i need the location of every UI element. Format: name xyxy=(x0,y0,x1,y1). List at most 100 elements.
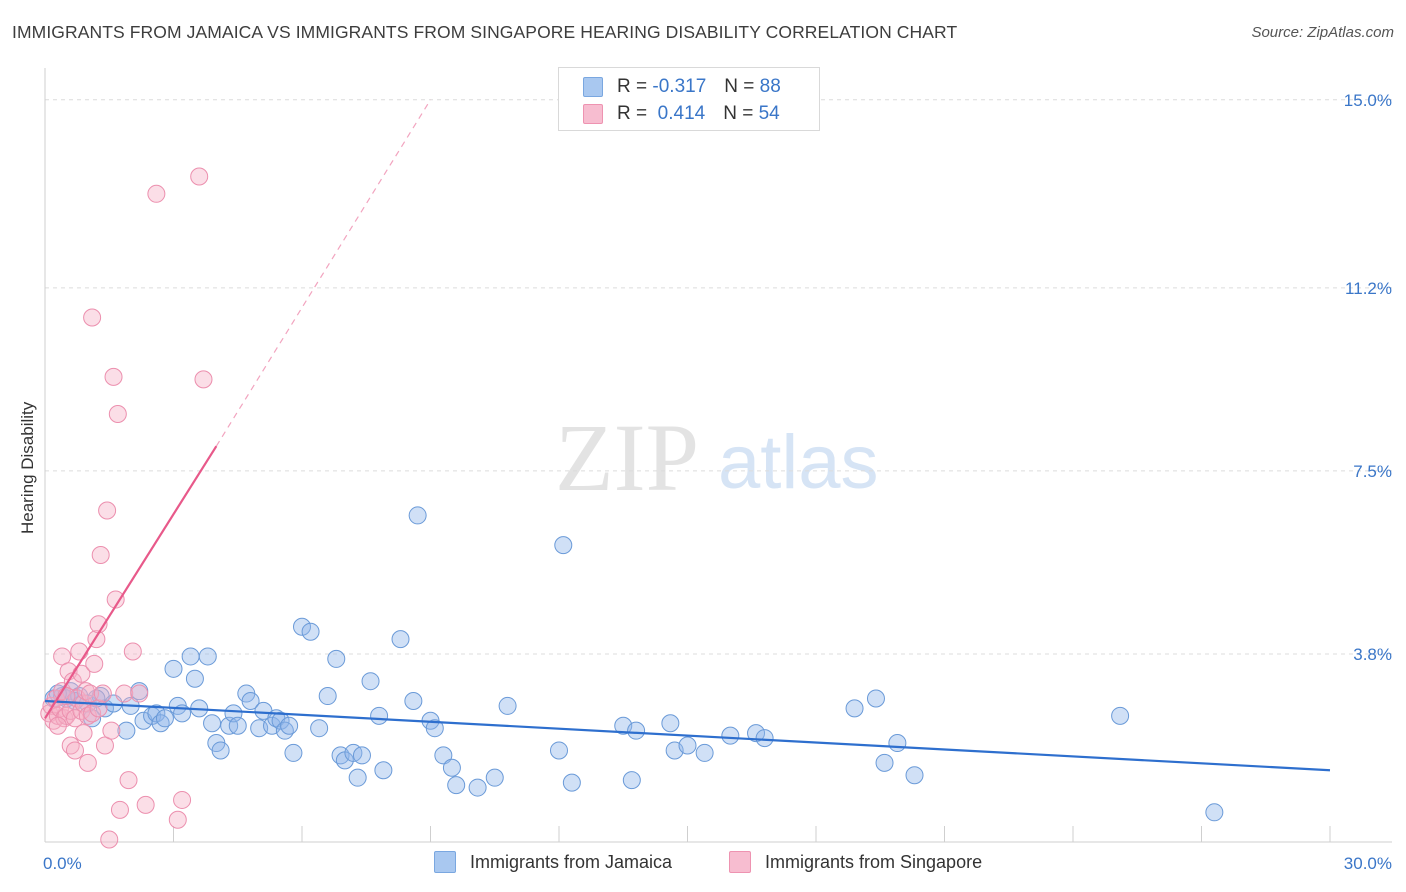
point-jamaica xyxy=(1111,706,1130,725)
n-label: N = xyxy=(723,103,754,124)
point-jamaica xyxy=(280,716,299,735)
point-singapore xyxy=(119,771,138,790)
y-tick-label: 11.2% xyxy=(1345,279,1392,298)
point-singapore xyxy=(173,790,192,809)
point-singapore xyxy=(115,684,134,703)
y-tick-label: 3.8% xyxy=(1353,645,1392,664)
point-singapore xyxy=(147,184,166,203)
point-jamaica xyxy=(468,778,487,797)
point-jamaica xyxy=(747,724,766,743)
gridlines xyxy=(45,99,1392,655)
r-value-jamaica: -0.317 xyxy=(652,76,707,97)
point-jamaica xyxy=(352,746,371,765)
series-singapore-points xyxy=(40,167,213,849)
point-jamaica xyxy=(622,771,641,790)
r-label: R = xyxy=(617,103,648,124)
chart-title: IMMIGRANTS FROM JAMAICA VS IMMIGRANTS FR… xyxy=(12,22,958,42)
point-singapore xyxy=(91,546,110,565)
legend-item-jamaica[interactable]: Immigrants from Jamaica xyxy=(434,851,672,873)
point-jamaica xyxy=(627,721,646,740)
point-singapore xyxy=(136,795,155,814)
series-jamaica-points xyxy=(44,506,1224,822)
n-label: N = xyxy=(724,76,755,97)
point-singapore xyxy=(74,724,93,743)
y-axis-label: Hearing Disability xyxy=(18,401,37,534)
x-tick-label: 0.0% xyxy=(43,854,82,873)
point-jamaica xyxy=(888,734,907,753)
point-singapore xyxy=(194,370,213,389)
point-singapore xyxy=(65,741,84,760)
point-jamaica xyxy=(370,706,389,725)
point-jamaica xyxy=(318,687,337,706)
source-label: Source: ZipAtlas.com xyxy=(1251,24,1394,41)
point-singapore xyxy=(108,404,127,423)
point-jamaica xyxy=(310,719,329,738)
point-singapore xyxy=(110,800,129,819)
r-value-singapore: 0.414 xyxy=(657,103,706,124)
point-singapore xyxy=(123,642,142,661)
point-jamaica xyxy=(271,711,290,730)
point-singapore xyxy=(55,709,74,728)
watermark-atlas: atlas xyxy=(718,420,879,505)
point-jamaica xyxy=(155,709,174,728)
point-jamaica xyxy=(198,647,217,666)
point-jamaica xyxy=(875,753,894,772)
point-jamaica xyxy=(661,714,680,733)
point-jamaica xyxy=(678,736,697,755)
point-singapore xyxy=(190,167,209,186)
point-singapore xyxy=(85,654,104,673)
point-singapore xyxy=(95,736,114,755)
point-jamaica xyxy=(550,741,568,760)
point-jamaica xyxy=(425,719,444,738)
point-singapore xyxy=(78,753,97,772)
legend-row-singapore: R = 0.414 N = 54 xyxy=(583,101,780,127)
point-jamaica xyxy=(554,536,573,555)
point-jamaica xyxy=(1205,803,1224,822)
trend-lines xyxy=(44,99,1331,772)
point-singapore xyxy=(70,642,89,661)
y-tick-label: 7.5% xyxy=(1353,462,1392,481)
point-jamaica xyxy=(408,506,427,525)
series-legend: Immigrants from Jamaica Immigrants from … xyxy=(0,851,1406,879)
point-jamaica xyxy=(755,729,774,748)
point-jamaica xyxy=(485,768,504,787)
point-jamaica xyxy=(284,743,303,762)
r-label: R = xyxy=(617,76,648,97)
point-jamaica xyxy=(228,716,247,735)
point-jamaica xyxy=(845,699,864,718)
point-jamaica xyxy=(447,776,466,795)
point-jamaica xyxy=(434,746,453,765)
point-jamaica xyxy=(404,691,423,710)
legend-swatch-jamaica xyxy=(583,77,603,97)
point-singapore xyxy=(80,684,99,703)
trend-extension-singapore xyxy=(215,99,432,447)
point-singapore xyxy=(93,684,112,703)
point-jamaica xyxy=(211,741,230,760)
legend-item-singapore[interactable]: Immigrants from Singapore xyxy=(729,851,982,873)
point-jamaica xyxy=(117,721,136,740)
point-jamaica xyxy=(374,761,393,780)
point-jamaica xyxy=(498,696,517,715)
legend-swatch-singapore xyxy=(729,851,751,873)
point-jamaica xyxy=(721,726,740,745)
point-singapore xyxy=(168,810,187,829)
point-jamaica xyxy=(391,630,410,649)
point-jamaica xyxy=(293,617,311,636)
tick-labels: 3.8% 7.5% 11.2% 15.0% 0.0% 30.0% xyxy=(43,91,1392,873)
point-singapore xyxy=(98,501,117,520)
point-jamaica xyxy=(361,672,380,691)
point-jamaica xyxy=(442,758,461,777)
point-jamaica xyxy=(695,743,714,762)
point-jamaica xyxy=(203,714,222,733)
point-jamaica xyxy=(241,691,260,710)
n-value-jamaica: 88 xyxy=(759,76,781,97)
legend-swatch-jamaica xyxy=(434,851,456,873)
point-jamaica xyxy=(147,704,166,723)
point-jamaica xyxy=(181,647,200,666)
point-jamaica xyxy=(562,773,581,792)
point-jamaica xyxy=(348,768,367,787)
point-singapore xyxy=(83,308,102,327)
x-tick-label: 30.0% xyxy=(1344,854,1392,873)
legend-label-singapore: Immigrants from Singapore xyxy=(765,851,983,872)
